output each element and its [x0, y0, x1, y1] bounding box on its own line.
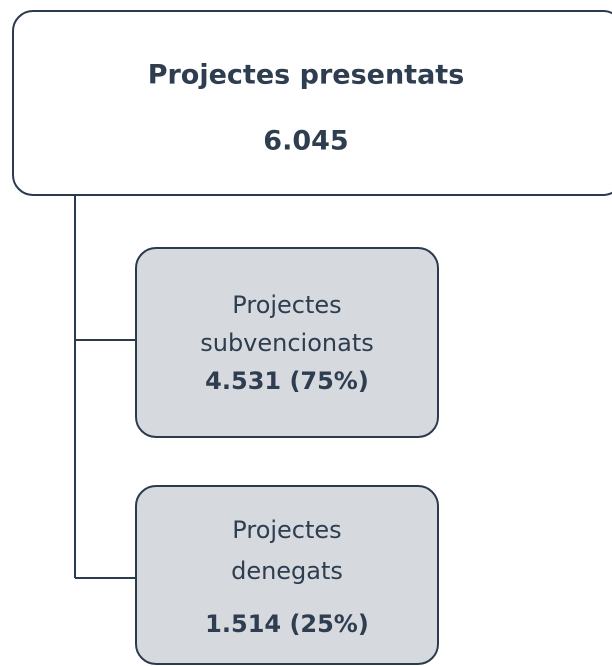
- child-label: denegats: [231, 557, 343, 585]
- child-value: 1.514 (25%): [205, 610, 369, 638]
- child-label: Projectes: [232, 291, 341, 319]
- child-label: Projectes: [232, 516, 341, 544]
- root-title: Projectes presentats: [148, 60, 465, 91]
- child-box: [135, 485, 439, 665]
- root-value: 6.045: [263, 126, 348, 157]
- child-label: subvencionats: [200, 329, 374, 357]
- connectors: [74, 195, 136, 579]
- child-value: 4.531 (75%): [205, 367, 369, 395]
- child-box: [135, 247, 439, 438]
- root-box: [12, 10, 612, 196]
